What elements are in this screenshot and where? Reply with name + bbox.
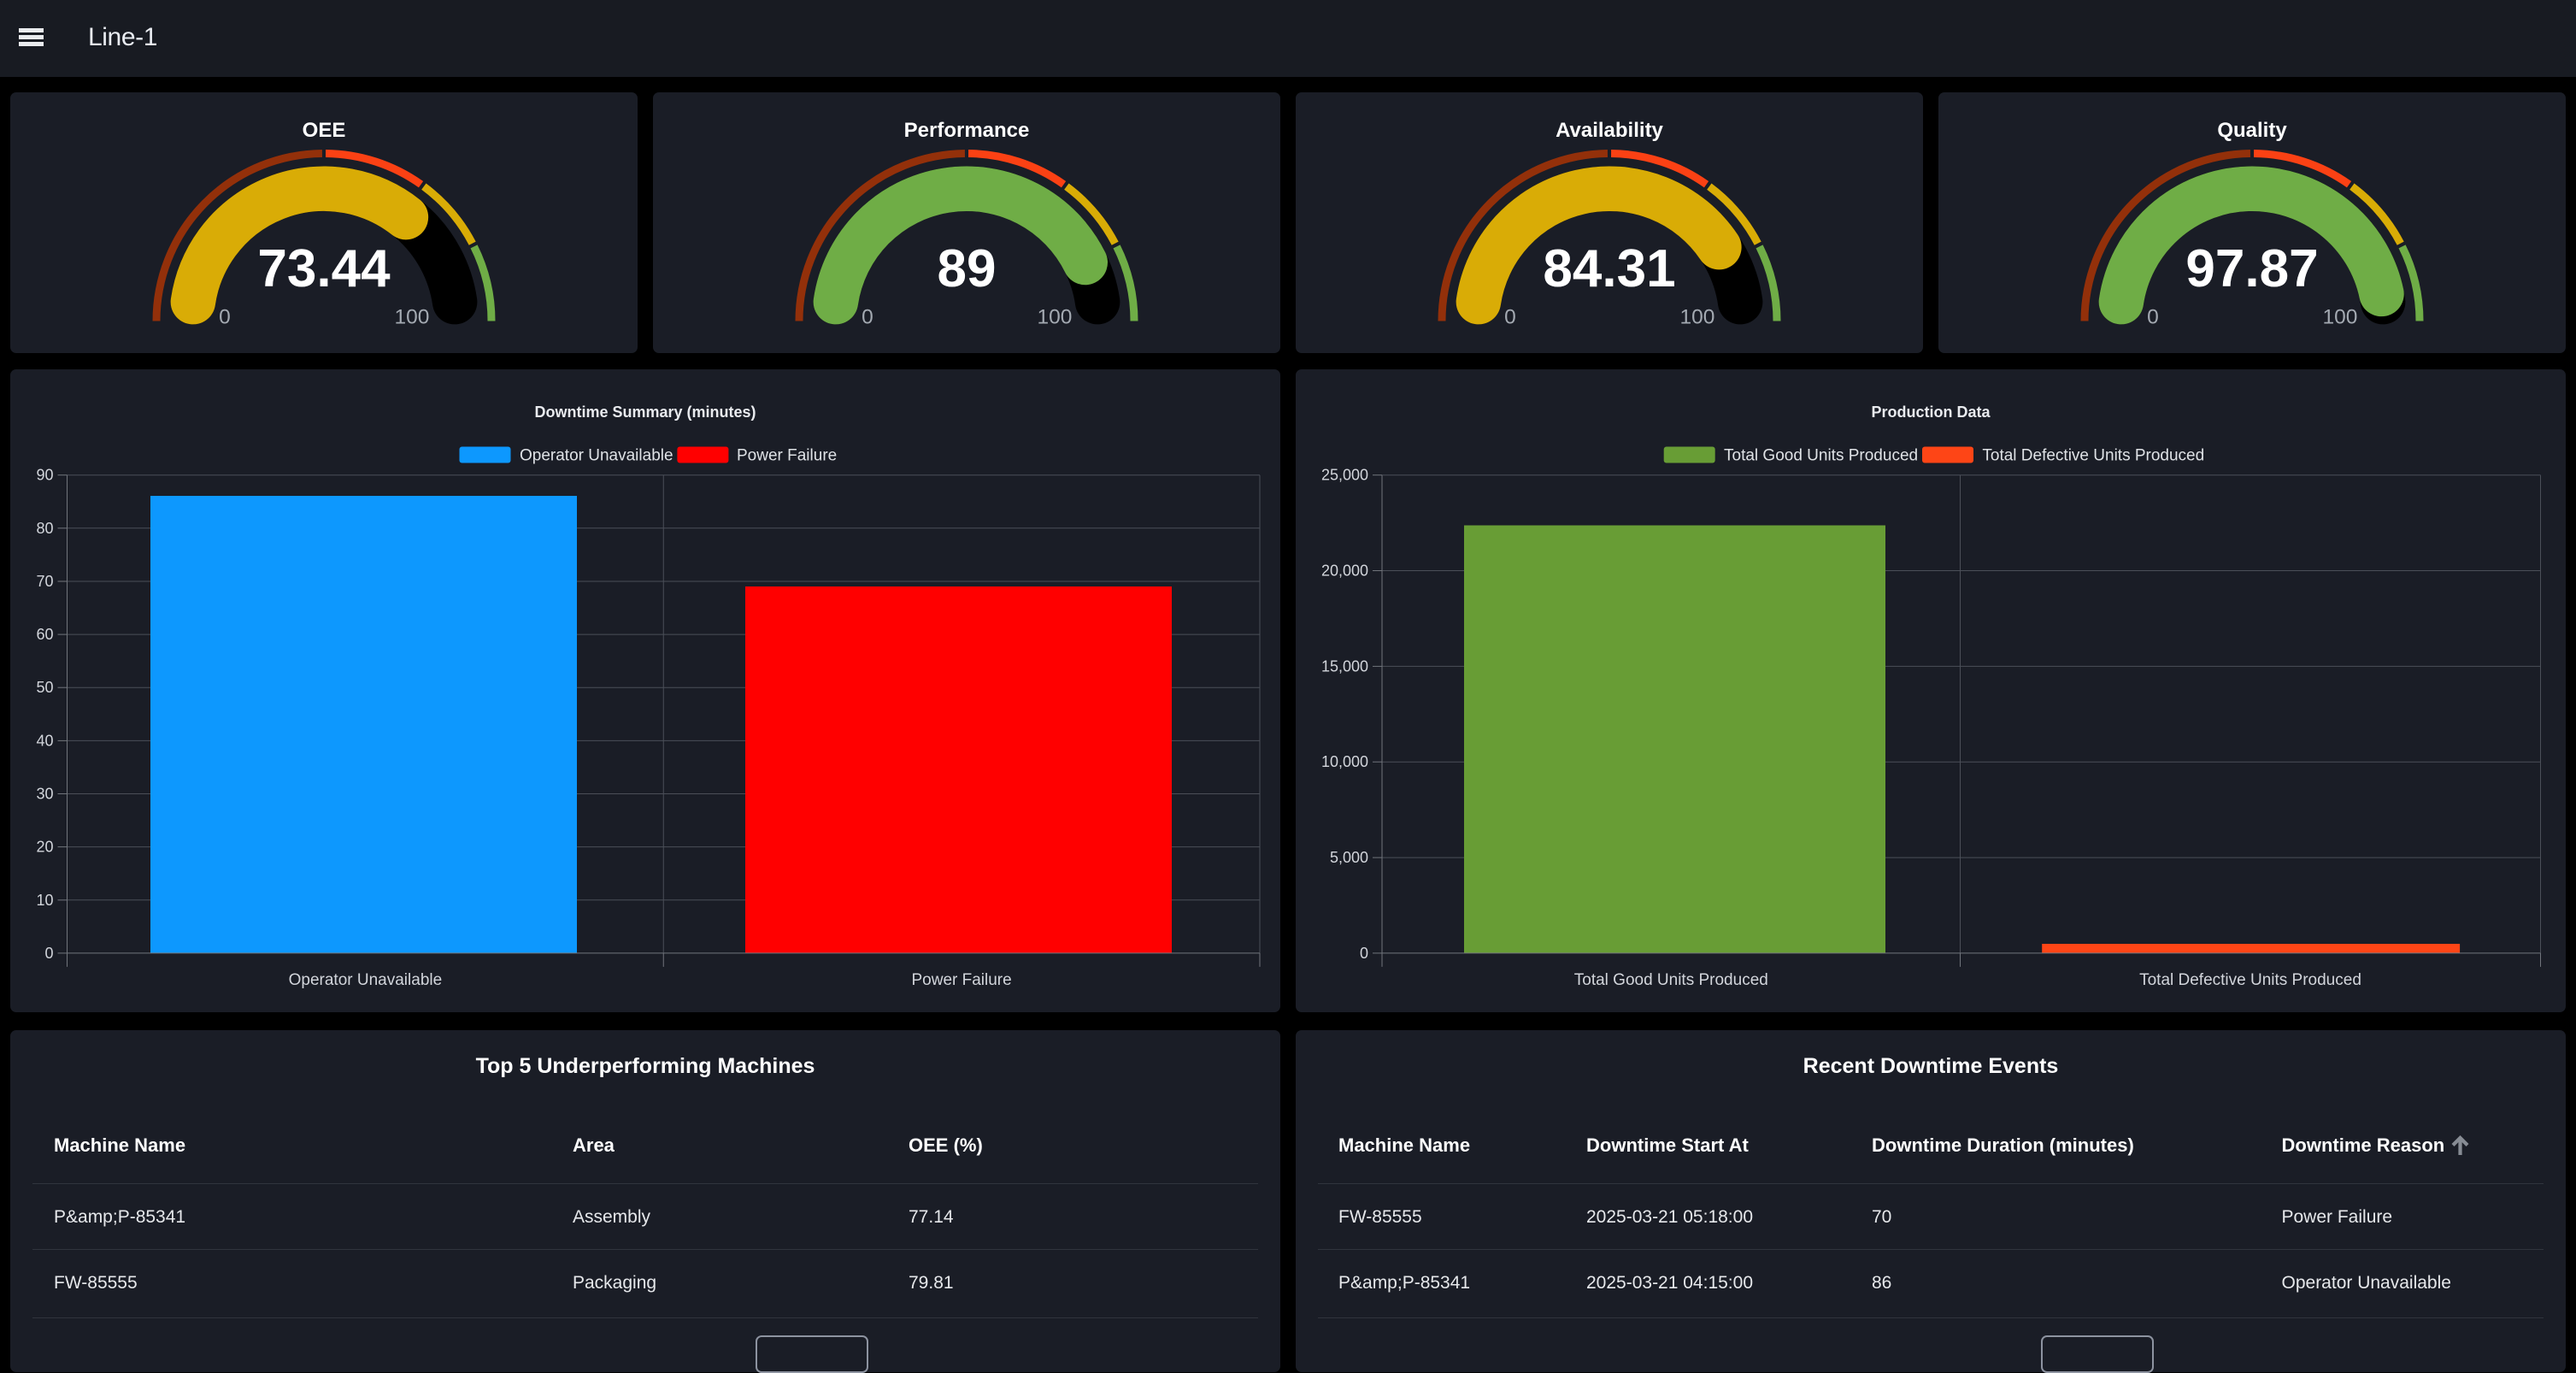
- svg-text:Power Failure: Power Failure: [737, 447, 837, 465]
- svg-text:Availability: Availability: [1556, 119, 1663, 142]
- svg-text:0: 0: [862, 306, 873, 329]
- svg-text:60: 60: [36, 626, 53, 643]
- svg-text:20: 20: [36, 839, 53, 856]
- svg-text:0: 0: [1504, 306, 1516, 329]
- svg-text:90: 90: [36, 467, 53, 484]
- svg-text:Performance: Performance: [904, 119, 1030, 142]
- svg-text:Quality: Quality: [2217, 119, 2287, 142]
- svg-text:100: 100: [395, 306, 430, 329]
- svg-text:25,000: 25,000: [1321, 467, 1368, 484]
- svg-text:20,000: 20,000: [1321, 563, 1368, 580]
- svg-text:97.87: 97.87: [2185, 239, 2318, 298]
- svg-text:15,000: 15,000: [1321, 657, 1368, 675]
- svg-text:10: 10: [36, 892, 53, 909]
- svg-text:Operator Unavailable: Operator Unavailable: [289, 971, 443, 989]
- svg-text:100: 100: [1038, 306, 1073, 329]
- svg-text:0: 0: [2147, 306, 2159, 329]
- svg-text:30: 30: [36, 786, 53, 803]
- svg-text:50: 50: [36, 679, 53, 696]
- svg-text:OEE: OEE: [303, 119, 346, 142]
- svg-text:73.44: 73.44: [257, 239, 391, 298]
- svg-text:40: 40: [36, 732, 53, 749]
- svg-text:Power Failure: Power Failure: [911, 971, 1011, 989]
- svg-text:89: 89: [938, 239, 997, 298]
- svg-text:Total Defective Units Produced: Total Defective Units Produced: [1982, 447, 2204, 465]
- svg-text:84.31: 84.31: [1543, 239, 1675, 298]
- svg-text:Production Data: Production Data: [1871, 404, 1991, 421]
- svg-text:100: 100: [1680, 306, 1715, 329]
- svg-text:Total Good Units Produced: Total Good Units Produced: [1724, 447, 1918, 465]
- svg-text:10,000: 10,000: [1321, 753, 1368, 770]
- svg-text:80: 80: [36, 520, 53, 537]
- svg-text:0: 0: [219, 306, 231, 329]
- svg-text:5,000: 5,000: [1330, 849, 1368, 866]
- svg-text:0: 0: [1360, 945, 1368, 962]
- svg-text:0: 0: [44, 945, 53, 962]
- svg-text:Total Defective Units Produced: Total Defective Units Produced: [2139, 971, 2361, 989]
- svg-text:Operator Unavailable: Operator Unavailable: [520, 447, 673, 465]
- svg-text:Downtime Summary (minutes): Downtime Summary (minutes): [534, 404, 756, 421]
- svg-text:Total Good Units Produced: Total Good Units Produced: [1574, 971, 1768, 989]
- svg-text:70: 70: [36, 573, 53, 590]
- svg-text:100: 100: [2323, 306, 2358, 329]
